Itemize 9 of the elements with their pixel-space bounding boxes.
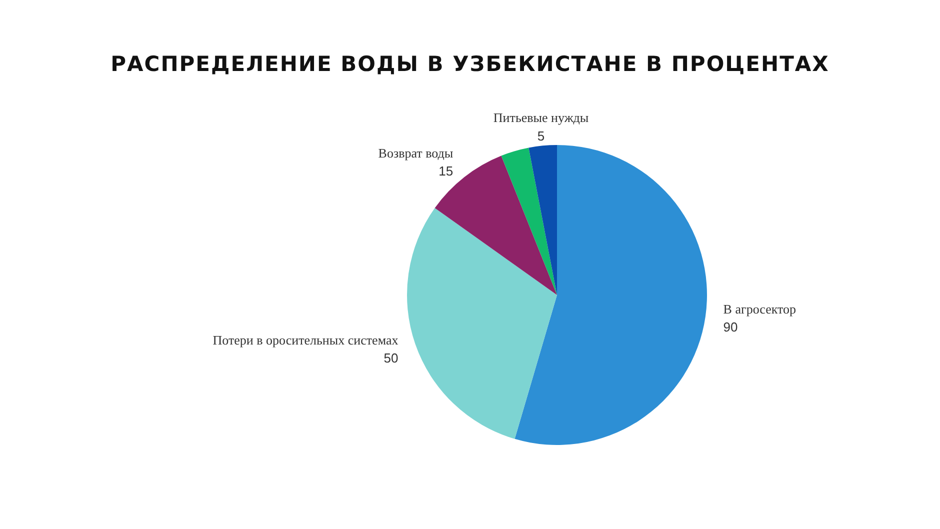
data-label: 50: [384, 350, 398, 366]
slice-label: В агросектор: [723, 301, 796, 316]
data-label: 90: [723, 319, 738, 334]
data-label: 15: [438, 164, 454, 179]
slice-label: Питьевые нужды: [493, 110, 589, 126]
chart-title: РАСПРЕДЕЛЕНИЕ ВОДЫ В УЗБЕКИСТАНЕ В ПРОЦЕНТАХ: [110, 52, 830, 76]
data-label: 5: [537, 128, 545, 144]
slice-label: Возврат воды: [378, 145, 454, 160]
slice-label: Потери в оросительных системах: [212, 332, 399, 348]
